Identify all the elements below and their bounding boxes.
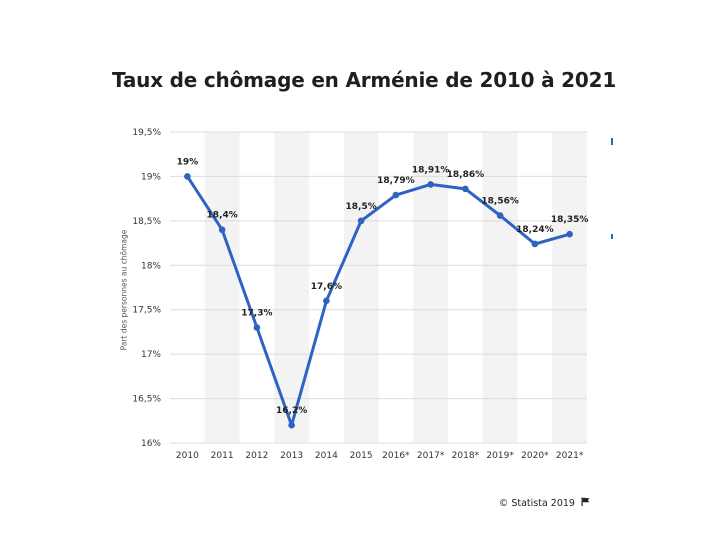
data-label: 18,79% — [377, 176, 415, 186]
data-point — [566, 230, 573, 238]
data-point — [496, 212, 504, 219]
y-tick-label: 19,5% — [132, 128, 161, 138]
series — [184, 173, 573, 429]
data-label: 17,3% — [241, 308, 272, 318]
data-point — [427, 181, 434, 188]
data-labels: 19% 18,4% 17,3% 16,2% 17,6% 18,5% 18,79%18,91%… — [177, 157, 589, 416]
band — [482, 132, 518, 443]
x-axis-ticks: 2010 2011 2012 2013 2014 2015 2016* 2017* 2018* 2… — [176, 451, 584, 461]
data-point — [253, 324, 261, 331]
band — [274, 132, 309, 443]
x-tick-label: 2018* — [452, 451, 480, 461]
x-tick-label: 2011 — [211, 451, 234, 461]
data-label: 18,86% — [447, 170, 485, 180]
band — [343, 132, 379, 443]
data-label: 17,6% — [311, 282, 342, 292]
data-point — [218, 226, 226, 234]
y-axis-title: Part des personnes au chômage — [119, 229, 129, 351]
x-tick-label: 2020* — [521, 451, 549, 461]
x-tick-label: 2016* — [382, 451, 410, 461]
y-tick-label: 18,5% — [132, 217, 161, 227]
data-label: 18,35% — [551, 215, 589, 225]
y-tick-label: 16% — [141, 439, 161, 449]
flag-icon-glyph — [581, 497, 590, 506]
data-label: 16,2% — [276, 406, 307, 416]
y-tick-label: 16,5% — [132, 395, 161, 405]
chart-title: Taux de chômage en Arménie de 2010 à 202… — [112, 68, 617, 92]
y-axis-ticks: 16% 16,5% 17% 17,5% 18% 18,5% 19% 19,5% — [132, 128, 161, 449]
data-point — [323, 297, 330, 305]
data-label: 18,24% — [516, 225, 554, 235]
data-point — [392, 191, 400, 199]
x-tick-label: 2017* — [417, 451, 445, 461]
credit-text: © Statista 2019 — [498, 498, 575, 509]
alternating-bands — [204, 132, 587, 443]
band — [552, 132, 587, 443]
data-point — [357, 217, 365, 225]
side-panel-edge-mark — [611, 138, 613, 145]
x-tick-label: 2013 — [280, 451, 303, 461]
data-label: 19% — [177, 157, 199, 167]
x-tick-label: 2021* — [556, 451, 584, 461]
data-label: 18,91% — [412, 165, 450, 175]
x-tick-label: 2010 — [176, 451, 199, 461]
data-point — [462, 185, 469, 193]
data-point — [531, 240, 539, 248]
x-tick-label: 2015 — [350, 451, 373, 461]
y-tick-label: 17% — [141, 350, 161, 360]
series-line — [185, 174, 572, 427]
x-tick-label: 2014 — [315, 451, 338, 461]
gridlines — [170, 131, 587, 444]
flag-icon[interactable] — [581, 497, 590, 509]
statista-credit[interactable]: © Statista 2019 — [499, 497, 590, 509]
data-point — [184, 173, 191, 180]
data-label: 18,4% — [207, 211, 238, 221]
y-tick-label: 17,5% — [132, 306, 161, 316]
y-tick-label: 19% — [141, 172, 161, 182]
data-label: 18,5% — [346, 202, 377, 212]
side-panel-edge-mark — [611, 234, 613, 239]
data-label: 18,56% — [481, 197, 519, 207]
x-tick-label: 2019* — [486, 451, 514, 461]
data-point — [288, 421, 295, 429]
y-tick-label: 18% — [141, 261, 161, 271]
band — [413, 132, 448, 443]
band — [204, 132, 240, 443]
x-tick-label: 2012 — [245, 451, 268, 461]
